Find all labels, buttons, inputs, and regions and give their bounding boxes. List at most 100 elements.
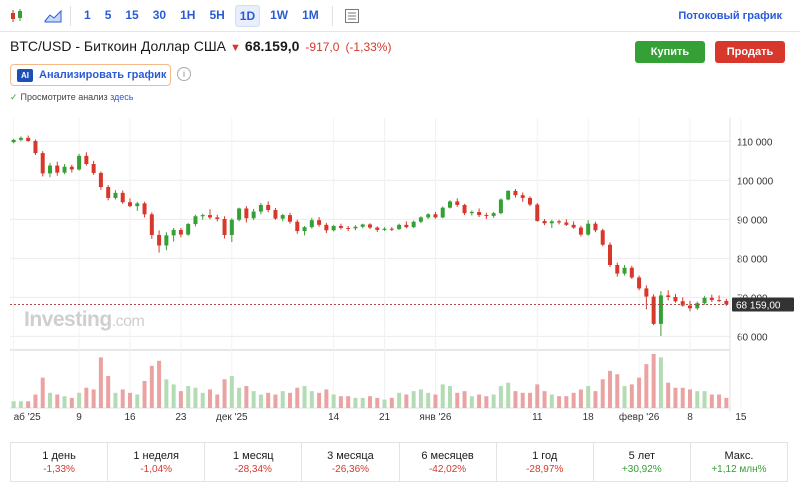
volume-bar xyxy=(77,392,82,408)
candle-body xyxy=(411,221,416,228)
timeframe-1d[interactable]: 1D xyxy=(234,4,261,27)
perf-label: 6 месяцев xyxy=(421,449,474,462)
perf-value: -42,02% xyxy=(428,463,467,475)
volume-bar xyxy=(353,397,358,408)
volume-bar xyxy=(695,391,700,408)
candle-body xyxy=(433,214,438,218)
volume-bar xyxy=(229,375,234,408)
analysis-link[interactable]: здесь xyxy=(110,92,134,102)
candle-body xyxy=(448,201,452,208)
candle-body xyxy=(637,277,642,289)
price-change: -917,0 xyxy=(305,40,340,54)
perf-cell-1y[interactable]: 1 год -28,97% xyxy=(497,443,594,481)
timeframe-30[interactable]: 30 xyxy=(152,7,167,22)
perf-cell-5y[interactable]: 5 лет +30,92% xyxy=(594,443,691,481)
candle-body xyxy=(331,226,336,231)
timeframe-1[interactable]: 1 xyxy=(84,7,91,22)
volume-bar xyxy=(564,396,569,408)
volume-bar xyxy=(578,389,583,408)
info-icon[interactable]: i xyxy=(177,67,191,81)
x-tick-label: 11 xyxy=(532,412,543,423)
instrument-title: BTC/USD - Биткоин Доллар США xyxy=(10,38,227,54)
candle-body xyxy=(302,227,307,232)
candle-body xyxy=(360,224,365,227)
candle-body xyxy=(193,216,198,225)
volume-bar xyxy=(200,392,205,408)
volume-bar xyxy=(520,392,525,408)
x-tick-label: 9 xyxy=(76,412,82,423)
timeframe-5h[interactable]: 5H xyxy=(209,7,225,22)
volume-bar xyxy=(622,386,627,408)
x-tick-label: февр '26 xyxy=(619,411,660,423)
volume-bar xyxy=(535,384,540,408)
timeframe-1h[interactable]: 1H xyxy=(180,7,196,22)
perf-cell-1w[interactable]: 1 неделя -1,04% xyxy=(108,443,206,481)
timeframe-5[interactable]: 5 xyxy=(104,7,112,22)
candle-body xyxy=(258,204,263,212)
volume-bar xyxy=(149,365,154,408)
candle-body xyxy=(18,137,23,140)
volume-bar xyxy=(62,396,67,408)
candle-body xyxy=(397,224,402,230)
table-icon[interactable] xyxy=(341,5,363,27)
perf-label: 1 неделя xyxy=(133,449,180,462)
candle-body xyxy=(688,305,692,309)
candle-body xyxy=(622,267,627,274)
perf-cell-3m[interactable]: 3 месяца -26,36% xyxy=(302,443,400,481)
perf-cell-6m[interactable]: 6 месяцев -42,02% xyxy=(400,443,497,481)
volume-bar xyxy=(680,387,685,408)
perf-value: -1,33% xyxy=(43,463,75,475)
candle-body xyxy=(222,218,227,235)
volume-bar xyxy=(688,389,692,408)
candle-body xyxy=(368,224,372,228)
timeframe-1w[interactable]: 1W xyxy=(270,7,289,22)
candle-body xyxy=(98,172,103,188)
candlestick-icon[interactable] xyxy=(6,5,28,27)
buy-button[interactable]: Купить xyxy=(635,41,705,63)
volume-bar xyxy=(498,386,503,408)
volume-bar xyxy=(244,386,249,408)
volume-bar xyxy=(404,394,409,408)
sell-button[interactable]: Продать xyxy=(715,41,785,63)
volume-bar xyxy=(484,396,489,408)
perf-value: -26,36% xyxy=(331,463,370,475)
candle-body xyxy=(702,297,707,304)
analysis-note: ✓ Просмотрите анализ здесь xyxy=(10,92,133,103)
stream-chart-link[interactable]: Потоковый график xyxy=(678,10,782,22)
y-tick-label: 90 000 xyxy=(737,215,768,226)
candle-body xyxy=(142,203,147,215)
timeframe-1m[interactable]: 1M xyxy=(302,7,319,22)
perf-cell-1d[interactable]: 1 день -1,33% xyxy=(11,443,109,481)
volume-bar xyxy=(586,386,591,408)
candle-body xyxy=(557,221,562,223)
volume-bar xyxy=(331,394,336,408)
candle-body xyxy=(69,166,74,170)
perf-label: 5 лет xyxy=(628,449,655,462)
area-chart-icon[interactable] xyxy=(42,5,64,27)
candle-body xyxy=(353,226,358,229)
watermark-suffix: .com xyxy=(111,313,145,330)
volume-bar xyxy=(324,389,329,408)
volume-bar xyxy=(142,381,147,408)
volume-bar xyxy=(658,357,663,408)
perf-cell-1m[interactable]: 1 месяц -28,34% xyxy=(205,443,303,481)
volume-bar xyxy=(186,386,191,408)
volume-bar xyxy=(26,401,31,408)
toolbar-divider xyxy=(331,5,333,26)
candle-body xyxy=(658,295,663,324)
volume-bar xyxy=(98,357,103,408)
candle-body xyxy=(11,139,16,143)
perf-label: 1 день xyxy=(42,449,76,462)
x-tick-label: 14 xyxy=(328,412,340,423)
volume-bar xyxy=(338,396,343,408)
analyze-chart-button[interactable]: AI Анализировать график xyxy=(10,64,171,86)
analyze-chart-label: Анализировать график xyxy=(39,69,167,81)
x-tick-label: янв '26 xyxy=(419,412,451,423)
perf-cell-max[interactable]: Макс. +1,12 млн% xyxy=(691,443,787,481)
candle-body xyxy=(666,295,671,297)
candle-body xyxy=(426,214,431,218)
timeframe-15[interactable]: 15 xyxy=(125,7,139,22)
candle-body xyxy=(680,301,685,306)
price-change-pct: (-1,33%) xyxy=(345,40,392,54)
